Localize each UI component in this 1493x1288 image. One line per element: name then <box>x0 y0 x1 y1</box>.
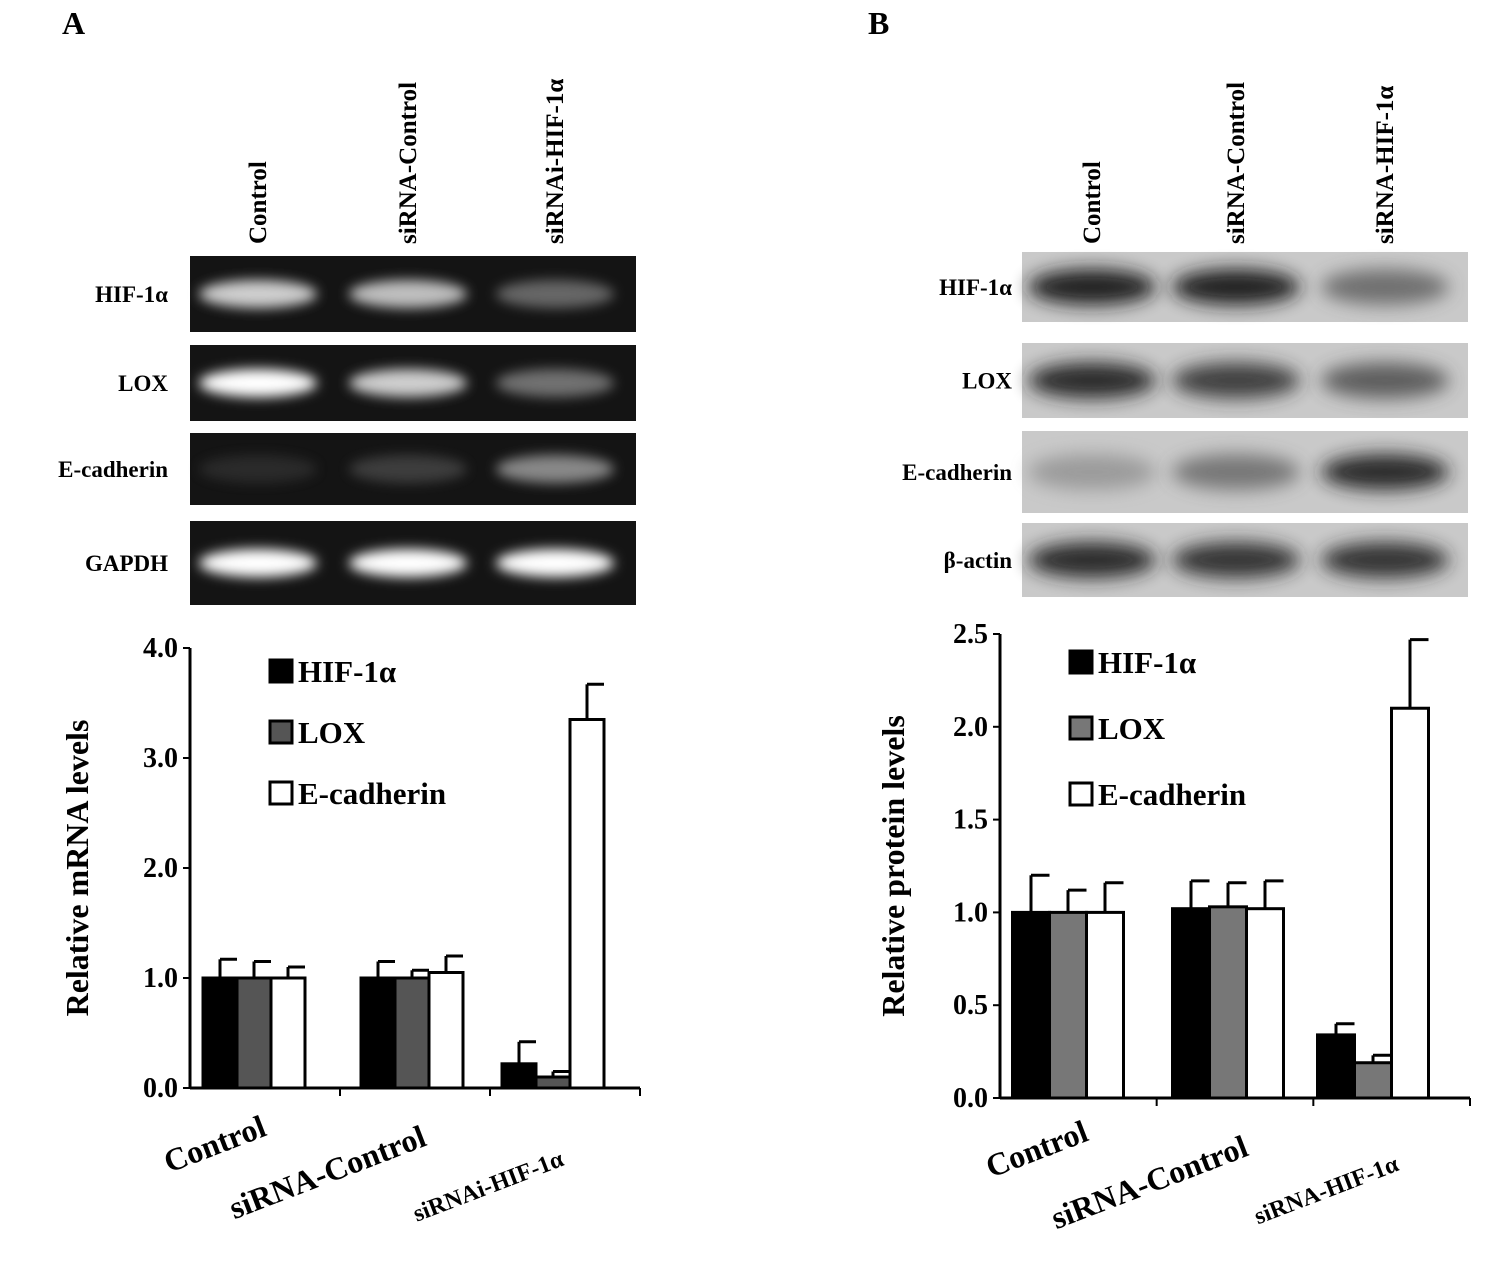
y-tick-label: 1.0 <box>953 897 988 928</box>
bar <box>1048 910 1088 1100</box>
bar <box>500 1062 538 1090</box>
y-tick-label: 0.5 <box>953 990 988 1021</box>
blot-band <box>1172 542 1300 578</box>
y-tick-label: 2.5 <box>953 619 988 650</box>
blot-band <box>349 369 467 397</box>
bar <box>393 976 431 1090</box>
bar <box>359 976 397 1090</box>
y-tick-label: 0.0 <box>953 1083 988 1114</box>
lane-label: Control <box>245 161 272 244</box>
blot-band <box>496 455 614 483</box>
blot-band <box>1321 454 1449 490</box>
legend-label: HIF-1α <box>298 654 396 689</box>
y-tick-label: 3.0 <box>143 743 178 774</box>
legend-label: LOX <box>1098 711 1166 746</box>
blot-band <box>349 455 467 483</box>
y-tick-label: 2.0 <box>143 853 178 884</box>
gel-panel-a: Control siRNA-Control siRNAi-HIF-1α HIF-1α L… <box>58 79 636 605</box>
blot-band <box>496 549 614 577</box>
bar <box>534 1075 572 1090</box>
legend-label: LOX <box>298 715 366 750</box>
blot-band <box>349 549 467 577</box>
blot-band <box>1321 542 1449 578</box>
blot-row-label: LOX <box>118 371 168 396</box>
blot-band <box>496 280 614 308</box>
bar <box>235 976 273 1090</box>
panel-b-letter: B <box>868 5 889 41</box>
y-tick-label: 4.0 <box>143 633 178 664</box>
chart-a: 0.0 1.0 2.0 3.0 4.0 Relative mRNA levels HIF-1… <box>59 633 641 1227</box>
x-category-label: Control <box>981 1113 1093 1185</box>
legend-label: HIF-1α <box>1098 645 1196 680</box>
blot-band <box>1028 542 1156 578</box>
chart-b: 0.0 0.5 1.0 1.5 2.0 2.5 Relative protein level… <box>875 619 1471 1236</box>
bar <box>568 718 606 1090</box>
legend-swatch <box>268 658 294 684</box>
y-tick-label: 1.5 <box>953 805 988 836</box>
x-category-label: siRNAi-HIF-1α <box>410 1146 568 1227</box>
blot-row-label: LOX <box>962 369 1012 394</box>
y-tick-label: 1.0 <box>143 963 178 994</box>
lane-label: siRNAi-HIF-1α <box>542 79 569 244</box>
blot-band <box>1028 269 1156 305</box>
x-category-label: siRNA-HIF-1α <box>1251 1151 1403 1230</box>
bar <box>1353 1061 1393 1100</box>
bar <box>1390 706 1430 1100</box>
legend-swatch <box>268 780 294 806</box>
bar <box>1171 907 1211 1100</box>
blot-panel-b: Control siRNA-Control siRNA-HIF-1α HIF-1α LO… <box>902 82 1468 597</box>
blot-band <box>1172 362 1300 399</box>
x-category-label: Control <box>159 1108 271 1180</box>
lane-label: siRNA-HIF-1α <box>1372 86 1399 244</box>
blot-band <box>1172 454 1300 490</box>
blot-band <box>1172 269 1300 305</box>
blot-band <box>199 455 317 483</box>
legend-swatch <box>1068 649 1094 675</box>
legend-label: E-cadherin <box>298 776 446 811</box>
blot-band <box>199 369 317 397</box>
y-tick-label: 2.0 <box>953 712 988 743</box>
blot-row-label: GAPDH <box>85 551 168 576</box>
bar <box>1085 910 1125 1100</box>
bar <box>269 976 307 1090</box>
blot-band <box>1321 362 1449 399</box>
lane-label: siRNA-Control <box>1223 82 1250 244</box>
blot-row-label: HIF-1α <box>95 282 168 307</box>
blot-band <box>349 280 467 308</box>
blot-band <box>1028 454 1156 490</box>
bar <box>1011 910 1051 1100</box>
legend-swatch <box>1068 781 1094 807</box>
bar <box>1208 905 1248 1100</box>
y-axis-label: Relative mRNA levels <box>59 720 95 1017</box>
blot-row-label: HIF-1α <box>939 275 1012 300</box>
legend-label: E-cadherin <box>1098 777 1246 812</box>
bar <box>1245 907 1285 1100</box>
blot-band <box>1321 269 1449 305</box>
blot-band <box>496 369 614 397</box>
bar <box>1316 1033 1356 1100</box>
blot-row-label: E-cadherin <box>58 457 168 482</box>
blot-band <box>1028 362 1156 399</box>
bar <box>427 971 465 1090</box>
lane-label: Control <box>1079 161 1106 244</box>
panel-a-letter: A <box>62 5 85 41</box>
y-axis-label: Relative protein levels <box>875 715 911 1017</box>
legend-swatch <box>268 719 294 745</box>
blot-band <box>199 549 317 577</box>
bar <box>201 976 239 1090</box>
blot-row-label: E-cadherin <box>902 460 1012 485</box>
legend-swatch <box>1068 715 1094 741</box>
blot-row-label: β-actin <box>944 548 1013 573</box>
y-tick-label: 0.0 <box>143 1073 178 1104</box>
lane-label: siRNA-Control <box>395 82 422 244</box>
blot-band <box>199 280 317 308</box>
